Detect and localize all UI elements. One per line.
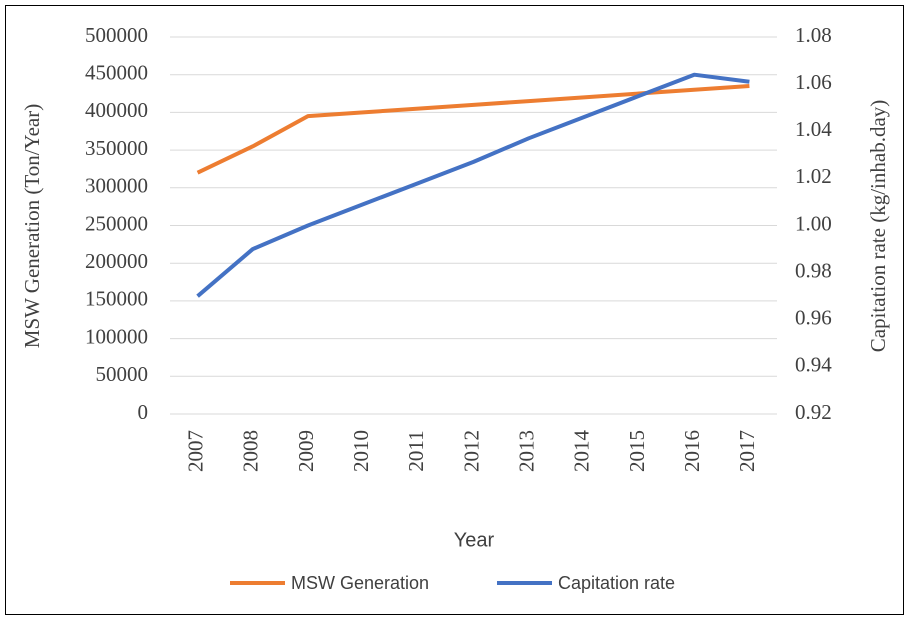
x-tick-label: 2015 (625, 430, 649, 472)
x-tick-label: 2016 (680, 430, 704, 472)
y2-tick-label: 1.02 (795, 164, 832, 188)
y2-tick-label: 1.04 (795, 117, 832, 141)
x-axis-title: Year (454, 529, 495, 551)
x-tick-label: 2013 (514, 430, 538, 472)
y2-tick-label: 0.98 (795, 258, 832, 282)
x-tick-label: 2011 (404, 430, 428, 471)
y-tick-label: 300000 (85, 174, 148, 198)
y-tick-label: 350000 (85, 136, 148, 160)
y-tick-label: 0 (138, 400, 149, 424)
y-tick-label: 400000 (85, 98, 148, 122)
x-tick-label: 2017 (735, 430, 759, 472)
x-tick-label: 2007 (183, 430, 207, 472)
y2-tick-label: 0.92 (795, 400, 832, 424)
legend-label: MSW Generation (291, 573, 429, 593)
y-tick-label: 200000 (85, 249, 148, 273)
y2-tick-label: 0.96 (795, 306, 832, 330)
series-line (196, 84, 750, 175)
y-tick-label: 150000 (85, 287, 148, 311)
legend-label: Capitation rate (558, 573, 675, 593)
y-tick-label: 50000 (96, 362, 149, 386)
y-tick-label: 500000 (85, 23, 148, 47)
y-tick-label: 450000 (85, 61, 148, 85)
y-tick-label: 100000 (85, 324, 148, 348)
x-tick-label: 2014 (570, 430, 594, 473)
y2-tick-label: 1.08 (795, 23, 832, 47)
y2-tick-label: 0.94 (795, 353, 832, 377)
series-line (196, 72, 750, 298)
y2-tick-label: 1.06 (795, 70, 832, 94)
y2-axis-title: Capitation rate (kg/inhab.day) (866, 100, 890, 353)
y2-tick-label: 1.00 (795, 211, 832, 235)
y-tick-label: 250000 (85, 211, 148, 235)
x-tick-label: 2010 (349, 430, 373, 472)
x-tick-label: 2012 (459, 430, 483, 472)
x-tick-label: 2009 (294, 430, 318, 472)
x-tick-label: 2008 (239, 430, 263, 472)
y-axis-title: MSW Generation (Ton/Year) (20, 104, 44, 348)
